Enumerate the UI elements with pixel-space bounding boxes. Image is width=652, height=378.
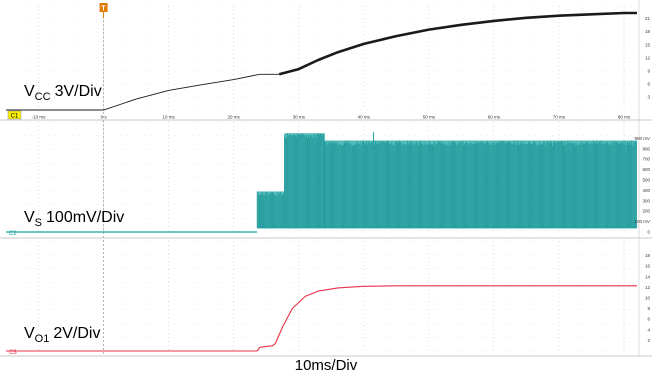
x-tick-label: 10 ms [162,115,175,120]
x-tick-label: 30 ms [293,115,306,120]
ch2-name-sub: S [35,217,42,229]
ch2-switching-lines [324,140,637,228]
right-scale-label: 16 [645,264,651,269]
x-tick-label: 20 ms [228,115,241,120]
right-scale-label: 800 [642,146,650,151]
x-tick-label: 40 ms [358,115,371,120]
grid [0,0,652,357]
right-scale-label: 500 [642,178,650,183]
right-scale-label: 700 [642,157,650,162]
ch1-trace-early [6,73,280,111]
right-scale-label: 6 [647,81,650,86]
right-scale-label: 300 [642,198,650,203]
right-scale-label: 10 [645,296,651,301]
x-tick-label: -10 ms [32,115,47,120]
right-scale-label: 3 [647,94,650,99]
ch2-caption: VS 100mV/Div [24,209,124,229]
ch3-marker-label: C3 [9,350,17,356]
x-tick-label: 80 ms [618,115,631,120]
right-scale-labels: 21 18 15 12 9 6 3 900 mV 800 700 600 500 400 300 200 10… [634,16,650,343]
ch3-caption: VO1 2V/Div [24,325,100,345]
x-tick-label: 0 s [101,115,108,120]
x-tick-label: 70 ms [553,115,566,120]
right-scale-label: 100 mV [634,219,650,224]
right-scale-label: 4 [647,327,650,332]
right-scale-label: 2 [647,338,650,343]
ch1-scale: 3V/Div [55,83,102,100]
ch1-name-main: V [24,83,35,100]
right-scale-label: 18 [645,29,651,34]
right-scale-label: 8 [647,306,650,311]
right-scale-label: 12 [645,55,651,60]
ch3-name-sub: O1 [35,333,50,345]
right-scale-label: 200 [642,209,650,214]
x-tick-label: 50 ms [423,115,436,120]
right-scale-label: 400 [642,188,650,193]
x-tick-labels: -10 ms 0 s 10 ms 20 ms 30 ms 40 ms 50 ms 60 ms 7… [32,115,631,120]
ch2-switching-lines [256,191,284,228]
right-scale-label: 9 [647,68,650,73]
ch3-scale: 2V/Div [53,325,100,342]
right-scale-label: 14 [645,274,651,279]
waveforms [6,11,637,352]
right-scale-label: 0 [647,230,650,235]
ch3-trace [6,285,637,352]
right-scale-label: 15 [645,42,651,47]
ch2-scale: 100mV/Div [46,209,124,226]
right-scale-label: 21 [645,16,651,21]
ch2-marker: C2 [9,231,17,237]
right-scale-label: 18 [645,253,651,258]
ch3-marker: C3 [9,350,17,356]
ch2-switching-lines [284,133,325,228]
right-scale-label: 900 mV [634,136,650,141]
trigger-marker: T [99,3,108,18]
right-scale-label: 6 [647,317,650,322]
ch1-marker-label: C1 [11,114,19,120]
ch2-name-main: V [24,209,35,226]
ch1-marker: C1 [7,110,22,120]
right-scale-label: 12 [645,285,651,290]
timebase-label: 10ms/Div [294,357,358,374]
right-scale-label: 600 [642,167,650,172]
svg-text:T: T [101,6,106,13]
ch1-name-sub: CC [35,91,51,103]
ch2-marker-label: C2 [9,231,17,237]
x-tick-label: 60 ms [488,115,501,120]
ch1-caption: VCC 3V/Div [24,83,102,103]
ch3-name-main: V [24,325,35,342]
ch1-trace [278,11,637,76]
